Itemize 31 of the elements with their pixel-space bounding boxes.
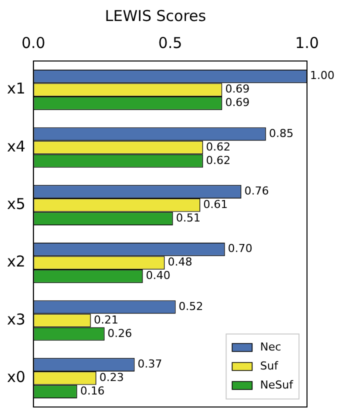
data-label: 0.21 — [94, 313, 118, 326]
data-label: 0.69 — [225, 82, 250, 96]
data-label: 0.85 — [268, 126, 294, 140]
legend-label: Suf — [260, 359, 280, 372]
data-label: 0.48 — [168, 256, 192, 269]
chart-title: LEWIS Scores — [104, 6, 206, 25]
y-tick-label: x2 — [7, 252, 26, 271]
data-label: 0.76 — [244, 184, 269, 198]
data-label: 0.16 — [80, 384, 105, 398]
data-label: 0.26 — [108, 326, 132, 340]
data-label: 0.23 — [99, 371, 124, 384]
y-tick-label: x1 — [7, 80, 26, 98]
data-label: 0.52 — [178, 300, 204, 313]
y-tick-label: x0 — [7, 368, 26, 386]
y-tick-label: x4 — [7, 137, 26, 156]
data-label: 0.62 — [206, 140, 231, 154]
x-tick-label: 0.5 — [158, 34, 182, 52]
data-label: 0.70 — [228, 242, 252, 256]
data-label: 0.69 — [225, 96, 250, 110]
data-label: 0.37 — [138, 358, 162, 371]
data-label: 0.62 — [206, 154, 231, 167]
y-tick-label: x3 — [7, 310, 26, 328]
data-label: 0.40 — [146, 269, 170, 282]
x-tick-label: 0.0 — [21, 34, 46, 52]
data-label: 0.51 — [176, 211, 200, 224]
data-label: 0.61 — [203, 198, 228, 212]
x-tick-label: 1.0 — [295, 34, 319, 52]
legend-label: Nec — [260, 340, 282, 354]
data-label: 1.00 — [310, 69, 334, 82]
legend-label: NeSuf — [260, 378, 294, 392]
y-tick-label: x5 — [7, 195, 26, 214]
